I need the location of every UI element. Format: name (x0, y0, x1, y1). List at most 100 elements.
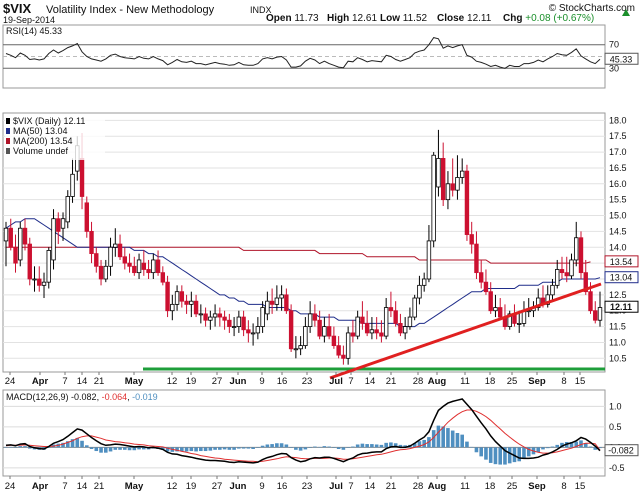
rsi-line (5, 37, 601, 69)
candle-body (165, 281, 170, 312)
x-tick-label: Sep (528, 481, 546, 492)
macd-histogram-bar (218, 447, 222, 450)
candle-body (37, 278, 42, 286)
macd-histogram-bar (465, 441, 469, 448)
candle-body (18, 227, 23, 261)
macd-histogram-bar (422, 439, 426, 448)
candle (341, 345, 346, 365)
macd-histogram-bar (593, 447, 598, 450)
candle (517, 310, 522, 333)
ohlc-low-value: 11.52 (400, 13, 427, 24)
macd-histogram-bar (89, 447, 94, 449)
x-tick-label: 16 (277, 376, 288, 387)
x-tick-label: 14 (77, 376, 88, 387)
macd-histogram-bar (308, 447, 312, 448)
macd-histogram-bar (175, 447, 179, 452)
candle-body (364, 323, 370, 334)
x-tick-label: Aug (428, 481, 447, 492)
watermark: © StockCharts.com (549, 3, 635, 14)
candle (117, 234, 123, 260)
macd-histogram-bar (27, 447, 32, 449)
candle-body (407, 316, 413, 327)
chart-header: $VIX Volatility Index - New Methodology … (3, 1, 635, 25)
rsi-value-tag-label: 45.33 (610, 54, 633, 64)
candle-body (155, 259, 161, 274)
candle-body (398, 323, 403, 334)
candle (113, 228, 118, 257)
candle (417, 275, 422, 305)
candle-body (60, 218, 66, 229)
macd-histogram-bar (241, 447, 246, 449)
legend-swatch (6, 128, 10, 134)
price-tick-label: 15.5 (609, 195, 627, 205)
candle (474, 231, 479, 279)
candle (279, 285, 284, 311)
candle-body (336, 345, 341, 356)
candle-body (426, 240, 432, 280)
candle (65, 190, 70, 229)
candle-body (536, 297, 541, 308)
candle-body (136, 259, 142, 274)
candle (369, 317, 375, 340)
candle (469, 221, 474, 254)
candle-body (246, 329, 251, 334)
macd-histogram-bar (598, 447, 602, 449)
price-value-tag-label: 12.11 (610, 302, 632, 312)
candle-body (293, 348, 299, 351)
x-tick-label: 18 (485, 376, 496, 387)
candle-body (122, 256, 127, 264)
macd-histogram-bar (270, 444, 274, 448)
macd-histogram-bar (503, 447, 507, 465)
macd-histogram-bar (351, 446, 355, 448)
candle-body (117, 243, 123, 258)
candle (303, 317, 308, 349)
macd-histogram-bar (541, 447, 545, 450)
candle (407, 307, 413, 330)
macd-histogram-bar (403, 445, 407, 448)
x-tick-label: 24 (5, 376, 16, 387)
candle-body (417, 284, 422, 299)
macd-histogram-bar (123, 447, 127, 450)
candle (27, 237, 32, 286)
macd-label-prefix: MACD(12,26,9) (6, 392, 69, 402)
candle (445, 171, 451, 210)
candle (236, 310, 242, 333)
candle (336, 336, 341, 359)
candle-body (345, 332, 351, 359)
price-value-tag-label: 13.04 (610, 273, 633, 283)
candle-body (269, 300, 275, 305)
candle (569, 253, 574, 279)
candle (132, 256, 137, 276)
x-tick-label: 14 (365, 376, 376, 387)
ohlc-close-value: 12.11 (464, 13, 491, 24)
candle (274, 285, 280, 311)
macd-histogram-bar (526, 447, 531, 457)
x-tick-label: 21 (386, 481, 397, 492)
ohlc-chg-label: Chg (503, 13, 522, 24)
candle (464, 164, 470, 241)
candle-body (84, 202, 89, 232)
candle-body (113, 243, 118, 248)
candle-body (70, 173, 75, 197)
macd-histogram-bar (65, 441, 70, 448)
candle (22, 218, 28, 251)
x-tick-label: 28 (413, 376, 424, 387)
price-tick-label: 11.5 (609, 322, 626, 332)
candle-body (360, 316, 365, 324)
candle-body (8, 227, 13, 248)
macd-histogram-bar (384, 442, 388, 448)
macd-histogram-bar (393, 443, 398, 448)
candle (426, 225, 432, 283)
candle-body (241, 316, 246, 331)
candle-body (583, 272, 588, 293)
candle (284, 288, 289, 314)
candle (250, 323, 256, 346)
candle-body (227, 319, 232, 327)
candle-body (279, 294, 284, 299)
candle-body (27, 243, 32, 280)
candle-body (307, 313, 313, 327)
candle-body (312, 313, 318, 321)
macd-histogram-bar (99, 447, 103, 453)
x-tick-label: Sep (528, 376, 546, 387)
price-value-tag (604, 271, 639, 284)
